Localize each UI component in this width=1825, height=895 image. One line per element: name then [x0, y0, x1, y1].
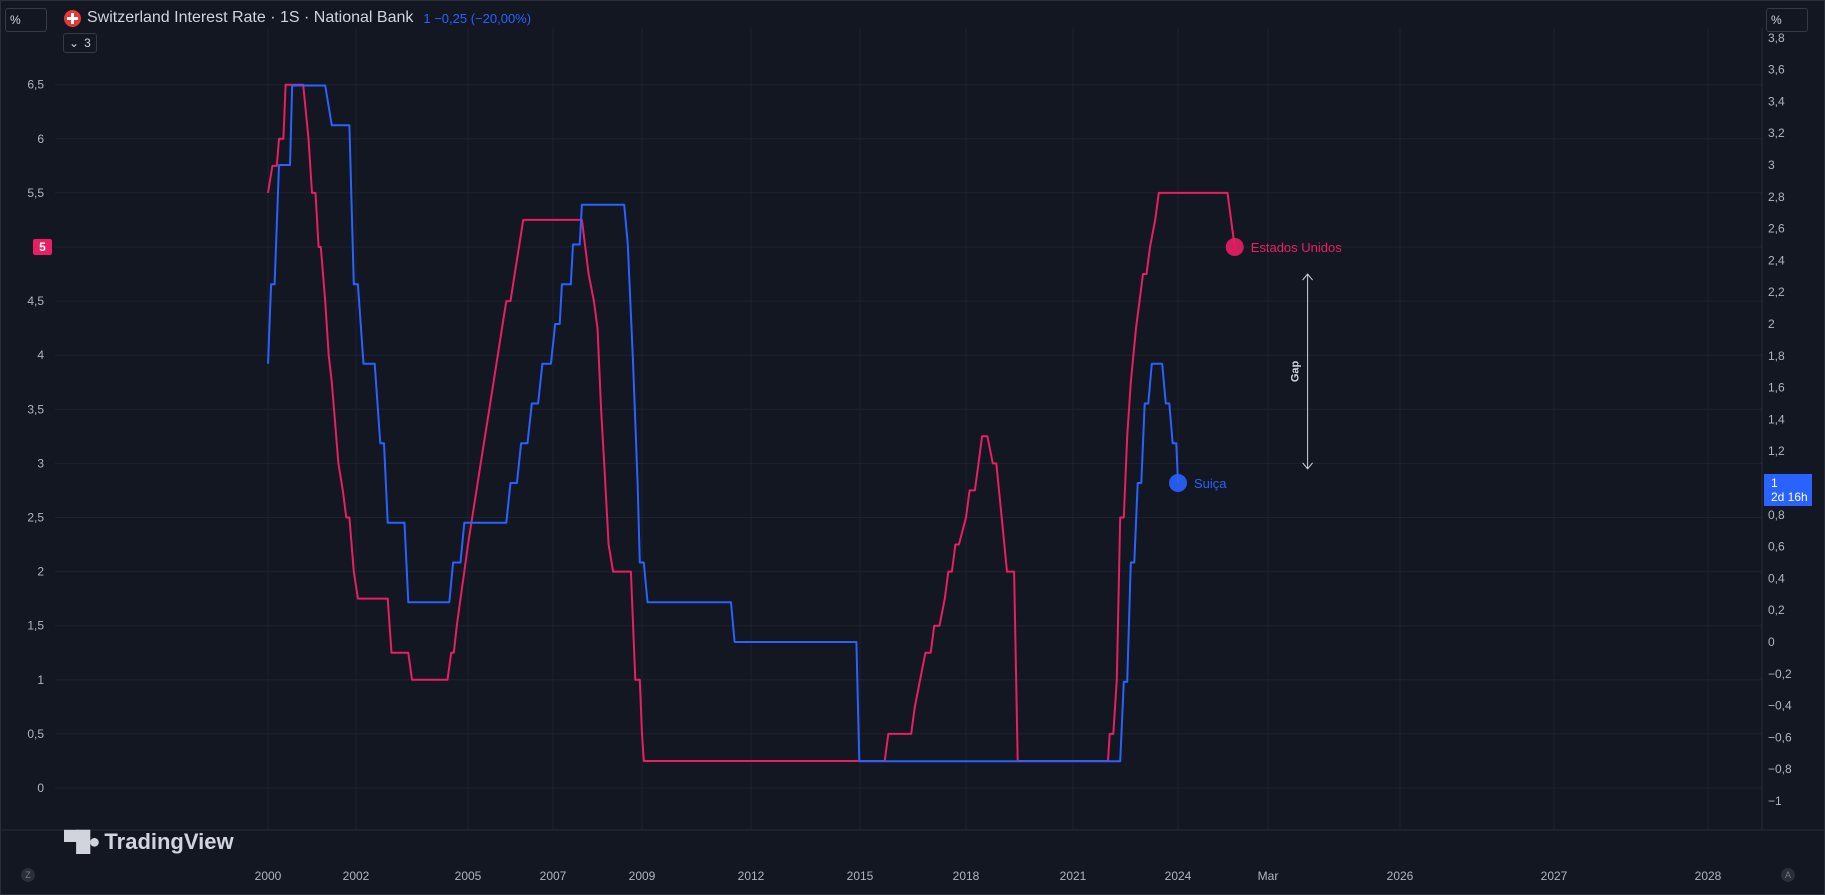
- left-tick-label: 2: [37, 565, 44, 579]
- x-tick-label: 2012: [738, 869, 765, 883]
- tradingview-logo-icon: ▀█●: [64, 830, 100, 853]
- series-end-label: Suiça: [1194, 476, 1227, 491]
- gap-arrow-head-top: [1302, 273, 1313, 281]
- x-tick-label: 2021: [1060, 869, 1087, 883]
- right-tick-label: −0,6: [1768, 730, 1792, 744]
- left-tick-label: 1: [37, 673, 44, 687]
- right-tick-label: 3,4: [1768, 94, 1785, 108]
- left-tick-label: 4: [37, 348, 44, 362]
- series-legend[interactable]: Switzerland Interest Rate · 1S · Nationa…: [64, 9, 531, 27]
- x-tick-label: 2024: [1165, 869, 1192, 883]
- x-tick-label: 2018: [953, 869, 980, 883]
- zoom-toggle-button[interactable]: Z: [21, 868, 35, 882]
- x-tick-label: 2000: [255, 869, 282, 883]
- x-tick-label: 2007: [540, 869, 567, 883]
- left-tick-label: 3,5: [27, 402, 44, 416]
- right-tick-label: 0,8: [1768, 508, 1785, 522]
- switzerland-flag-icon: [64, 9, 81, 27]
- series-end-label: Estados Unidos: [1251, 240, 1343, 255]
- left-tick-label: 4,5: [27, 294, 44, 308]
- right-tick-label: 2,4: [1768, 253, 1785, 267]
- legend-count: 3: [84, 36, 91, 50]
- right-tick-label: 0,4: [1768, 571, 1785, 585]
- right-tick-label: 0,6: [1768, 540, 1785, 554]
- watermark-text: TradingView: [104, 829, 234, 854]
- x-tick-label: 2002: [343, 869, 370, 883]
- left-tick-label: 2,5: [27, 511, 44, 525]
- x-tick-label: 2026: [1387, 869, 1414, 883]
- x-tick-label: 2027: [1541, 869, 1568, 883]
- right-tick-label: 1,8: [1768, 349, 1785, 363]
- right-tick-label: 3,8: [1768, 31, 1785, 45]
- right-tick-label: 2,6: [1768, 222, 1785, 236]
- right-price-badge: [1764, 474, 1812, 506]
- legend-value: 1 −0,25 (−20,00%): [423, 10, 532, 26]
- left-price-badge: [33, 239, 52, 255]
- right-tick-label: 1,4: [1768, 412, 1785, 426]
- auto-scale-button[interactable]: A: [1781, 868, 1795, 882]
- right-tick-label: −0,4: [1768, 699, 1792, 713]
- series-end-dot: [1225, 238, 1244, 256]
- right-tick-label: −0,8: [1768, 762, 1792, 776]
- right-tick-label: −1: [1768, 794, 1782, 808]
- left-tick-label: 5,5: [27, 186, 44, 200]
- right-tick-label: −0,2: [1768, 667, 1792, 681]
- x-tick-label: 2009: [629, 869, 656, 883]
- right-tick-label: 0: [1768, 635, 1775, 649]
- right-tick-label: 3,6: [1768, 63, 1785, 77]
- series-line-suica: [267, 84, 1179, 763]
- right-tick-label: 0,2: [1768, 603, 1785, 617]
- series-line-estados-unidos: [267, 83, 1236, 762]
- left-tick-label: 0,5: [27, 727, 44, 741]
- gap-annotation-label: Gap: [1290, 360, 1302, 382]
- tradingview-watermark: ▀█● TradingView: [64, 829, 234, 855]
- right-tick-label: 2,8: [1768, 190, 1785, 204]
- left-tick-label: 6,5: [27, 78, 44, 92]
- x-tick-label: 2028: [1695, 869, 1722, 883]
- left-tick-label: 1,5: [27, 619, 44, 633]
- x-tick-label: 2015: [847, 869, 874, 883]
- chevron-down-icon: ⌄: [69, 36, 80, 50]
- x-tick-label: 2005: [455, 869, 482, 883]
- left-price-badge-text: 5: [39, 240, 46, 254]
- right-price-badge-value: 1: [1771, 476, 1778, 490]
- left-tick-label: 0: [37, 781, 44, 795]
- series-end-dot: [1169, 474, 1187, 492]
- right-tick-label: 2,2: [1768, 285, 1785, 299]
- left-tick-label: 6: [37, 132, 44, 146]
- right-scale-button[interactable]: %: [1766, 8, 1808, 32]
- right-tick-label: 3: [1768, 158, 1775, 172]
- right-tick-label: 1,6: [1768, 381, 1785, 395]
- left-scale-button[interactable]: %: [5, 8, 47, 32]
- right-tick-label: 2: [1768, 317, 1775, 331]
- gap-arrow-head-bottom: [1302, 462, 1313, 470]
- right-tick-label: 1,2: [1768, 444, 1785, 458]
- legend-collapse-button[interactable]: ⌄ 3: [63, 33, 97, 53]
- left-tick-label: 3: [37, 456, 44, 470]
- right-price-badge-countdown: 2d 16h: [1771, 490, 1808, 504]
- right-tick-label: 3,2: [1768, 126, 1785, 140]
- legend-title: Switzerland Interest Rate · 1S · Nationa…: [87, 9, 414, 26]
- x-tick-label: Mar: [1258, 869, 1279, 883]
